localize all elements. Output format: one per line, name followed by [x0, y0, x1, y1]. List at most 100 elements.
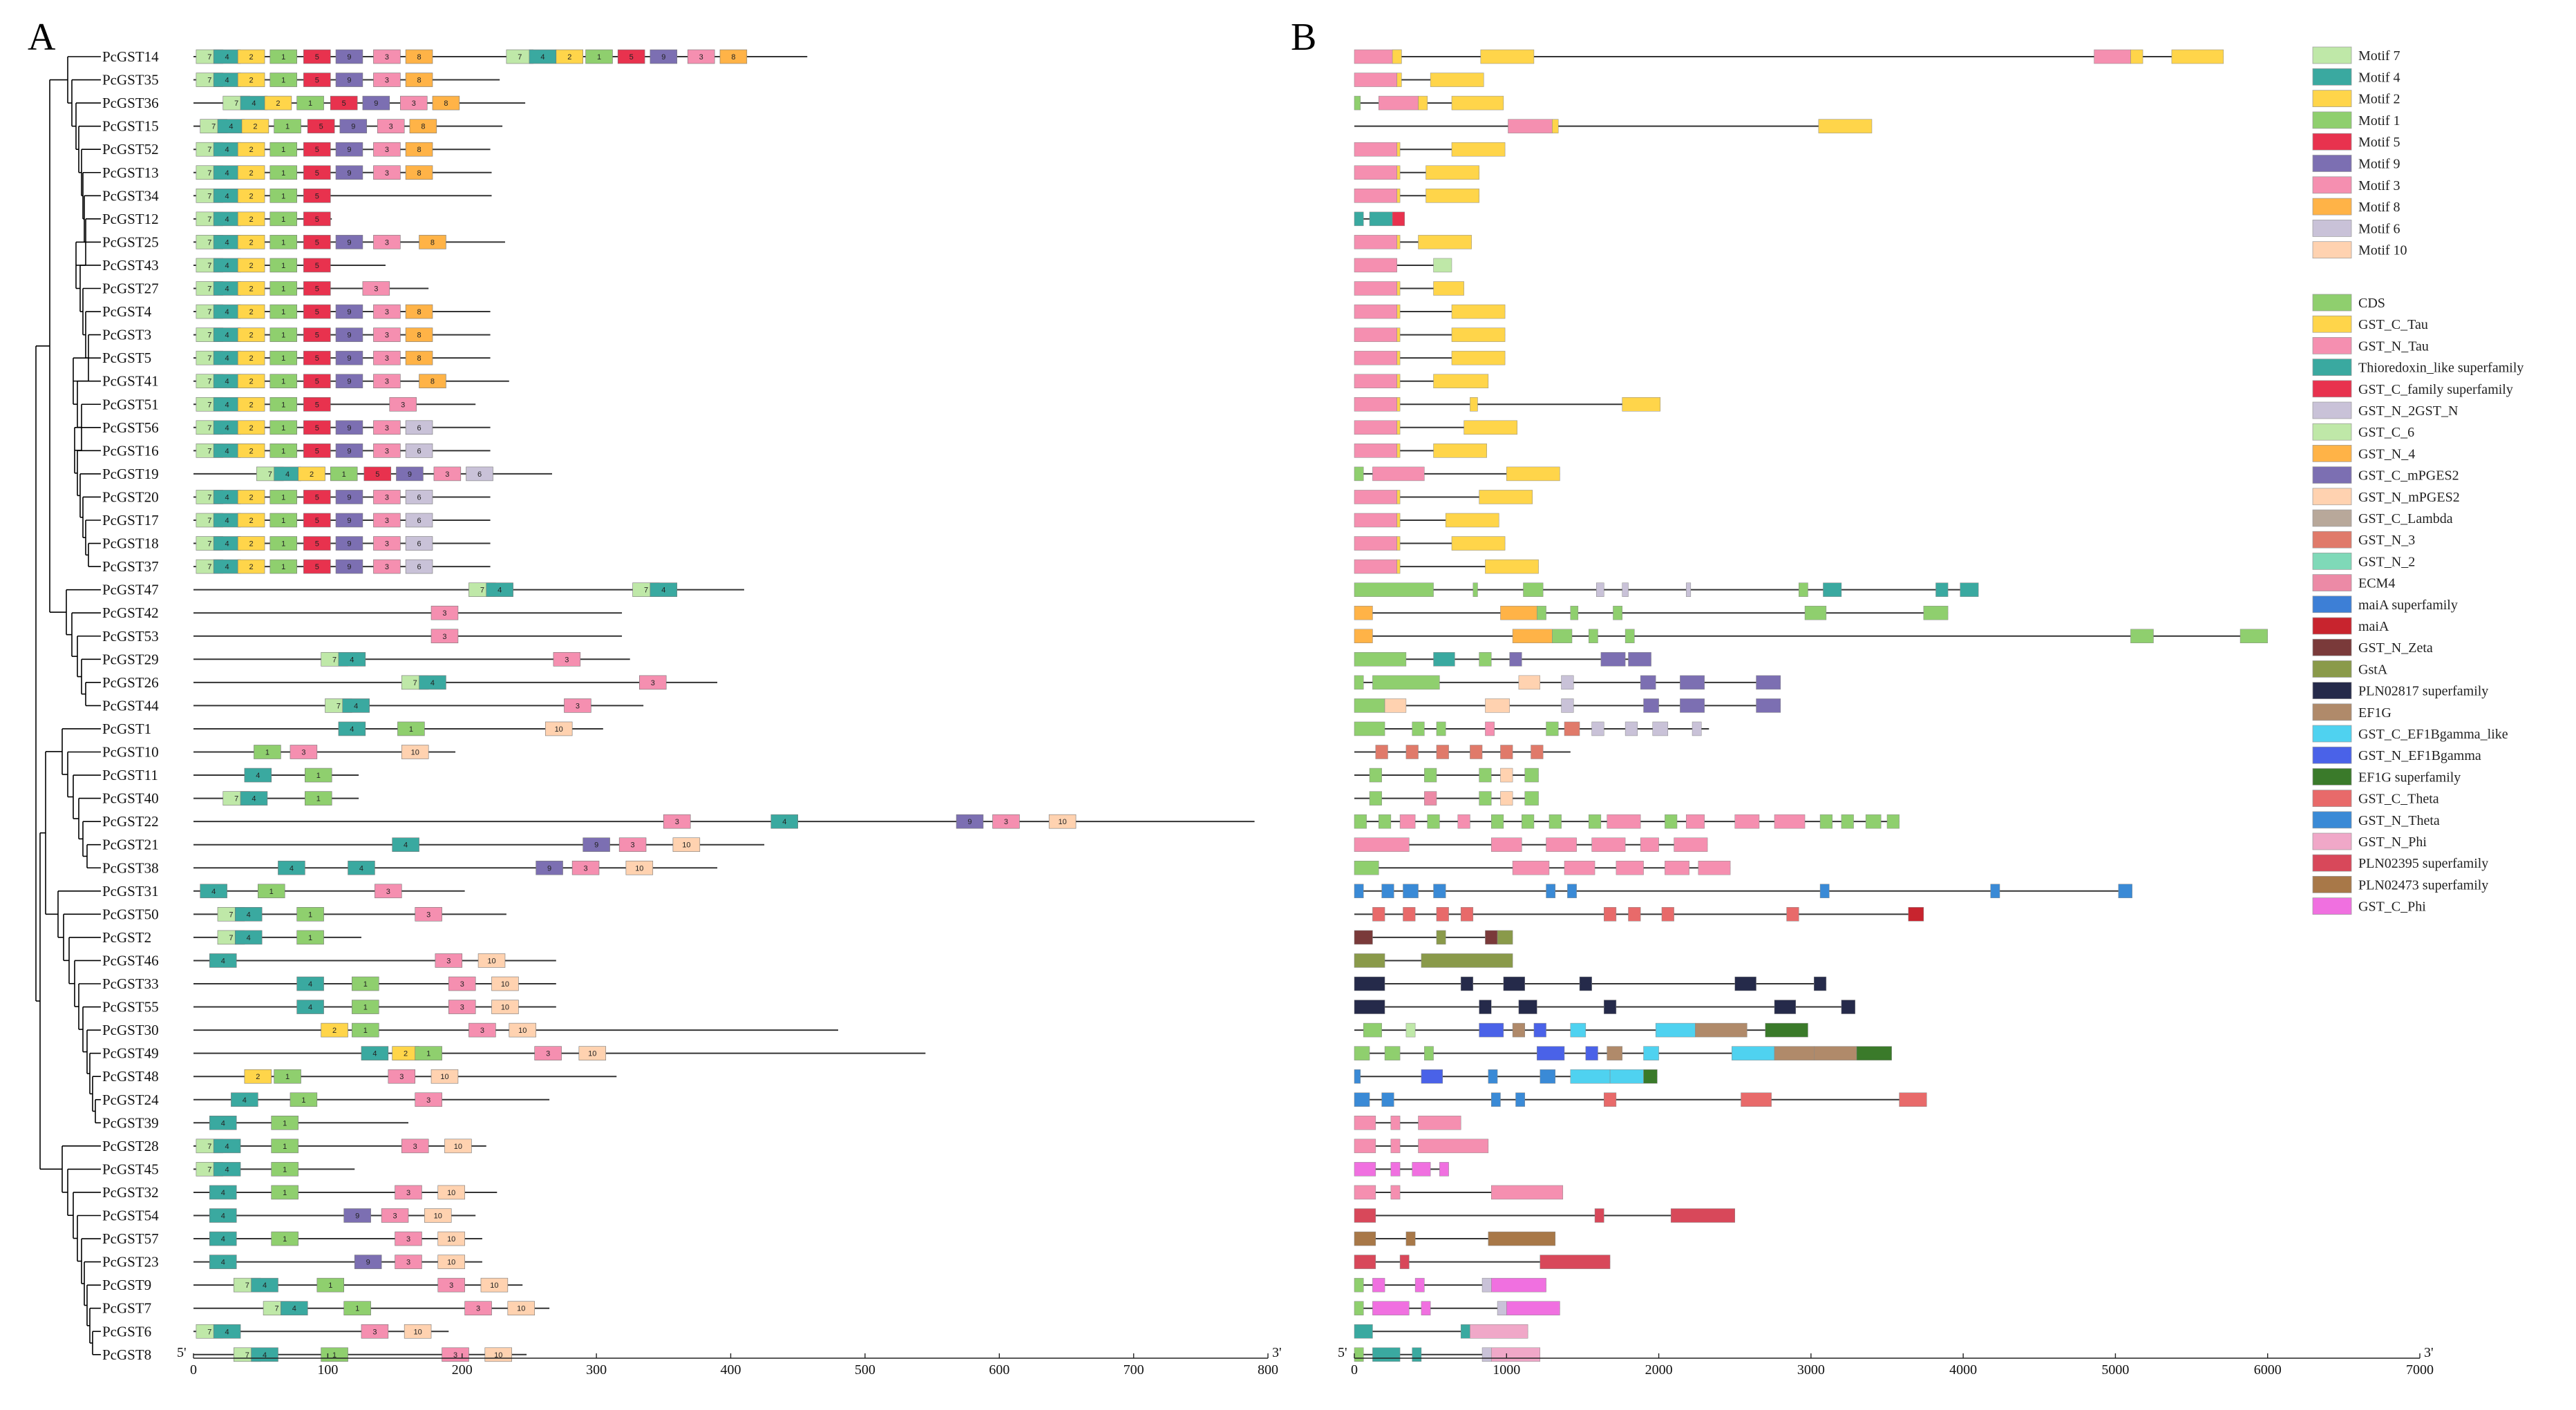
motif-number: 5 [629, 53, 634, 61]
motif-number: 8 [444, 99, 448, 108]
legend-label: GST_C_6 [2358, 425, 2414, 440]
gene-feature [1433, 281, 1464, 296]
motif-box [231, 1092, 258, 1107]
motif-number: 4 [211, 888, 216, 896]
gene-feature [1451, 95, 1504, 111]
motif-number: 1 [281, 447, 285, 455]
motif-box [343, 1301, 371, 1315]
motif-number: 3 [385, 169, 389, 178]
legend-swatch [2312, 596, 2352, 613]
motif-box [296, 907, 324, 922]
legend-swatch [2312, 241, 2352, 259]
motif-number: 7 [207, 1143, 211, 1151]
motif-box [296, 930, 324, 945]
motif-number: 1 [301, 1096, 305, 1105]
motif-number: 3 [385, 238, 389, 247]
motif-box [430, 629, 459, 644]
gene-feature [1533, 1022, 1546, 1038]
motif-box [281, 1301, 308, 1315]
motif-box [237, 350, 265, 365]
motif-box [437, 1255, 465, 1269]
gene-feature [1774, 1046, 1815, 1060]
motif-number: 7 [207, 262, 211, 270]
motif-number: 1 [363, 980, 368, 989]
motif-box [303, 444, 331, 458]
gene-feature [1363, 1022, 1382, 1038]
motif-number: 5 [315, 401, 319, 409]
gene-feature [1354, 675, 1364, 690]
motif-number: 7 [234, 99, 238, 108]
motif-number: 8 [430, 238, 435, 247]
motif-number: 6 [417, 540, 421, 549]
motif-number: 1 [308, 99, 312, 108]
motif-number: 7 [245, 1282, 249, 1290]
gene-label: PcGST34 [102, 187, 159, 204]
motif-number: 8 [417, 77, 421, 85]
motif-number: 10 [440, 1073, 448, 1081]
motif-number: 2 [249, 216, 254, 224]
gene-feature [1354, 1255, 1376, 1269]
gene-feature [1756, 698, 1781, 713]
gene-feature [1421, 1069, 1443, 1084]
motif-number: 7 [207, 378, 211, 386]
motif-number: 4 [285, 470, 290, 479]
motif-box [585, 49, 613, 64]
gene-feature [1908, 907, 1924, 922]
motif-number: 10 [434, 1212, 442, 1221]
motif-box [405, 536, 433, 551]
gene-label: PcGST24 [102, 1092, 159, 1108]
gene-feature [1354, 1301, 1364, 1315]
gene-feature [1841, 1000, 1855, 1014]
gene-label: PcGST25 [102, 234, 159, 250]
gene-feature [1685, 582, 1692, 597]
motif-number: 3 [374, 285, 378, 294]
gene-feature [1814, 976, 1827, 991]
gene-feature [1485, 559, 1539, 574]
motif-number: 7 [332, 656, 337, 664]
legend-label: Thioredoxin_like superfamily [2358, 361, 2523, 376]
motif-number: 8 [417, 53, 421, 61]
motif-box [343, 1208, 371, 1223]
motif-box [303, 327, 331, 342]
gene-feature [1424, 768, 1437, 783]
motif-box [432, 95, 460, 111]
gene-feature [1396, 327, 1401, 342]
motif-box [444, 1139, 472, 1154]
motif-box [213, 1324, 241, 1339]
motif-box [303, 142, 331, 157]
gene-feature [1396, 444, 1401, 458]
gene-label: PcGST28 [102, 1138, 159, 1154]
gene-feature [1396, 235, 1401, 249]
gene-feature [1354, 861, 1379, 875]
motif-box [335, 559, 363, 574]
legend-swatch [2312, 876, 2352, 893]
motif-number: 1 [281, 332, 285, 340]
motif-number: 1 [308, 911, 312, 919]
motif-number: 6 [417, 563, 421, 571]
motif-number: 5 [375, 470, 379, 479]
motif-box [396, 466, 424, 482]
gene-structure-panel [1354, 49, 2268, 1362]
gene-feature [1354, 513, 1397, 528]
motif-number: 4 [225, 563, 229, 571]
motif-number: 3 [675, 818, 679, 826]
motif-box [237, 513, 265, 528]
motif-box [237, 211, 265, 227]
gene-feature [1665, 814, 1678, 829]
motif-number: 4 [290, 864, 294, 873]
motif-box [269, 397, 297, 412]
gene-feature [1354, 490, 1397, 504]
motif-number: 9 [347, 540, 351, 549]
motif-number: 1 [281, 354, 285, 363]
motif-box [269, 374, 297, 389]
gene-feature [1765, 1022, 1808, 1038]
motif-number: 10 [411, 749, 419, 757]
gene-feature [1552, 629, 1573, 643]
gene-feature [1354, 350, 1397, 365]
motif-box [536, 860, 563, 875]
gene-feature [1665, 861, 1689, 875]
motif-number: 5 [315, 308, 319, 316]
gene-feature [1372, 1347, 1401, 1362]
motif-number: 3 [406, 1189, 410, 1197]
motif-box [237, 397, 265, 412]
